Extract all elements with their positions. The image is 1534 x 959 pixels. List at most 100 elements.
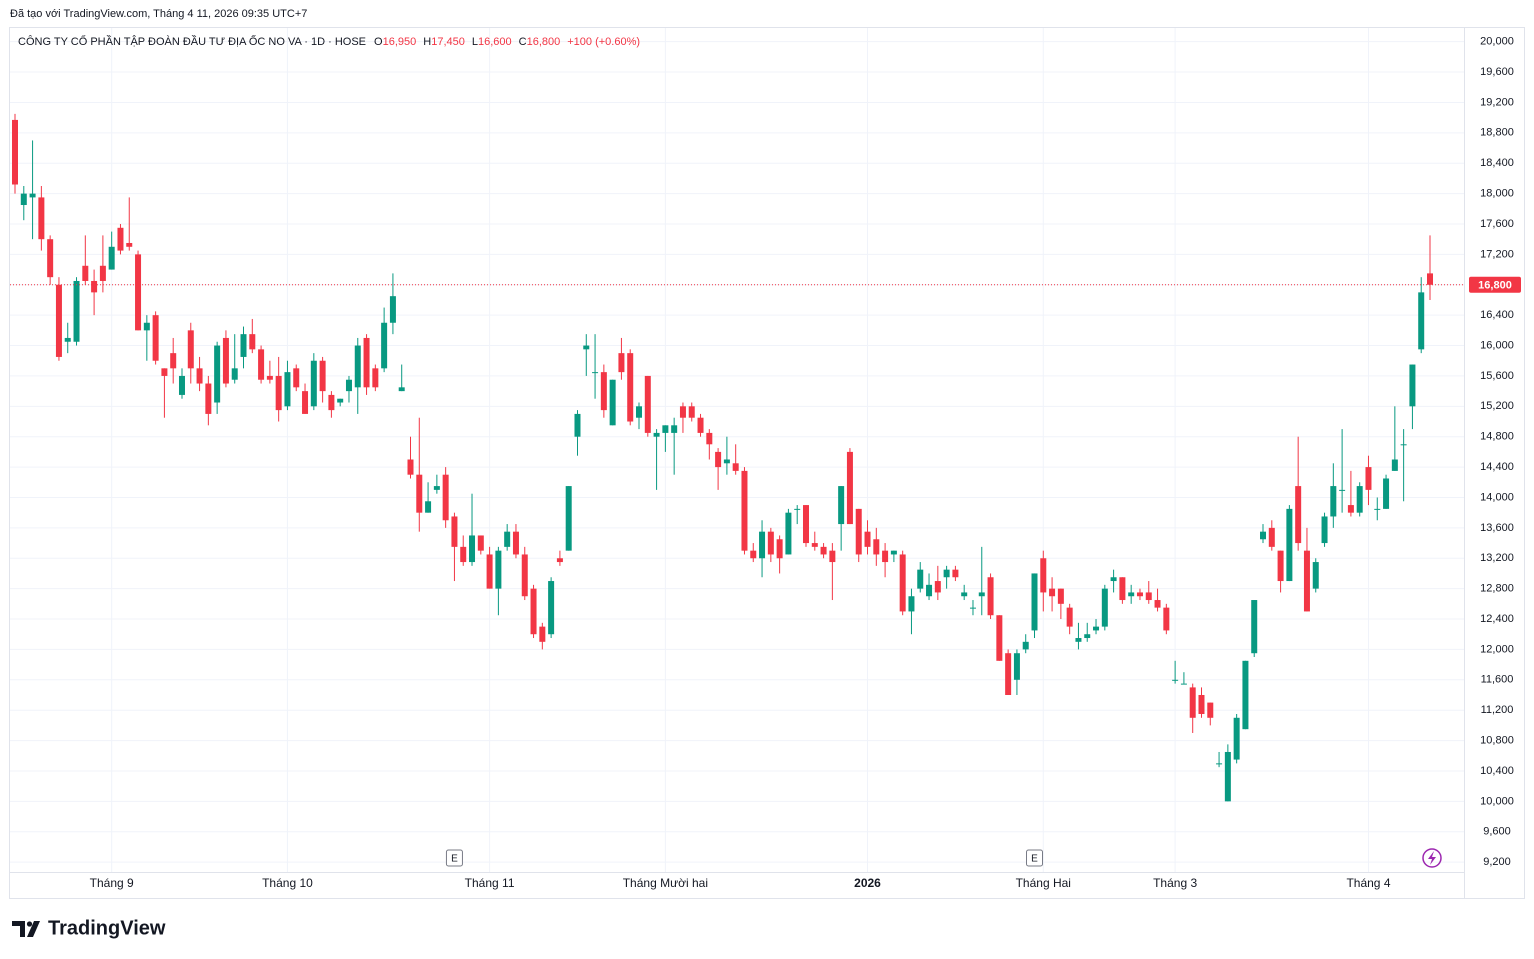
candle-body [1057, 588, 1064, 604]
candle-body [1330, 486, 1337, 517]
y-tick-label: 17,600 [1480, 218, 1514, 230]
candle-body [987, 577, 994, 616]
earnings-marker[interactable]: E [1026, 849, 1044, 867]
candle-body [961, 592, 968, 597]
candle-body [302, 391, 309, 414]
candle-body [1277, 550, 1284, 582]
candle-body [20, 193, 27, 206]
grid [10, 28, 1464, 872]
candle-body [442, 474, 449, 521]
candle-body [1022, 641, 1029, 650]
candle-body [407, 459, 414, 475]
candle-body [433, 486, 440, 490]
legend-key: L [472, 36, 478, 48]
last-price-label: 16,800 [1478, 280, 1512, 292]
y-tick-label: 14,000 [1480, 491, 1514, 503]
candle-body [820, 546, 827, 555]
y-tick-label: 12,400 [1480, 613, 1514, 625]
candle-body [328, 394, 335, 411]
y-tick-label: 18,000 [1480, 188, 1514, 200]
legend: CÔNG TY CỔ PHẦN TẬP ĐOÀN ĐẦU TƯ ĐỊA ỐC N… [18, 34, 640, 48]
candle-body [284, 372, 291, 407]
candle-body [539, 626, 546, 642]
y-tick-label: 14,800 [1480, 431, 1514, 443]
candle-body [249, 334, 256, 350]
candle-body [495, 550, 502, 589]
candle-body [723, 459, 730, 464]
candle-body [1303, 550, 1310, 612]
logo-text: TradingView [48, 917, 166, 939]
candle-body [1110, 577, 1117, 582]
earnings-marker[interactable]: E [445, 849, 463, 867]
candle-body [469, 535, 476, 563]
candle-body [416, 474, 423, 513]
candle-body [504, 531, 511, 547]
y-tick-label: 18,800 [1480, 127, 1514, 139]
x-tick-label: Tháng Mười hai [623, 876, 708, 890]
y-tick-label: 11,200 [1481, 704, 1514, 716]
candle-body [574, 413, 581, 437]
earnings-label: E [451, 854, 458, 865]
y-tick-label: 18,400 [1480, 157, 1514, 169]
candle-body [1321, 516, 1328, 544]
candle-body [592, 372, 599, 374]
candle-body [240, 334, 247, 357]
legend-value: 16,600 [478, 36, 512, 48]
candle-body [64, 337, 71, 342]
candle-body [908, 596, 915, 612]
candle-body [697, 417, 704, 433]
candle-body [530, 588, 537, 635]
candle-body [627, 353, 634, 422]
candle-body [293, 368, 300, 388]
candle-body [1233, 717, 1240, 760]
candle-body [926, 584, 933, 597]
candle-body [135, 254, 142, 331]
candle-body [706, 432, 713, 445]
candle-body [1198, 694, 1205, 714]
candle-body [1383, 478, 1390, 509]
candle-body [829, 550, 836, 563]
candle-body [609, 379, 616, 426]
candle-body [618, 353, 625, 373]
last-price-box [1469, 276, 1521, 293]
candle-body [372, 368, 379, 388]
candle-body [767, 531, 774, 555]
candle-body [1066, 607, 1073, 627]
candle-body [1031, 573, 1038, 631]
candle-body [952, 569, 959, 578]
candle-body [662, 425, 669, 433]
candle-body [1427, 273, 1433, 285]
candle-body [1224, 751, 1231, 802]
symbol: CÔNG TY CỔ PHẦN TẬP ĐOÀN ĐẦU TƯ ĐỊA ỐC N… [18, 34, 366, 48]
y-tick-label: 16,400 [1480, 309, 1514, 321]
y-tick-label: 16,000 [1480, 339, 1514, 351]
candle-body [653, 432, 660, 437]
candle-body [477, 535, 484, 551]
candle-body [873, 539, 880, 555]
candle-body [460, 546, 467, 563]
candle-body [1163, 607, 1170, 631]
candle-body [196, 368, 203, 384]
alert-icon[interactable] [1422, 848, 1442, 868]
candle-body [636, 406, 643, 418]
logo[interactable]: TradingView [12, 917, 166, 939]
candle-body [1400, 444, 1407, 446]
candle-body [1084, 634, 1091, 639]
legend-key: H [423, 36, 431, 48]
candle-body [1365, 467, 1372, 490]
candle-body [978, 592, 985, 597]
candle-body [231, 368, 238, 380]
candle-body [451, 516, 458, 547]
candle-body [91, 280, 98, 293]
candle-body [363, 337, 370, 388]
y-tick-label: 19,200 [1480, 96, 1514, 108]
earnings-box [1026, 849, 1044, 867]
candle-body [917, 569, 924, 589]
candle-body [741, 470, 748, 551]
candle-body [12, 119, 18, 185]
candle-body [1260, 531, 1267, 540]
candle-body [846, 451, 853, 525]
candle-body [275, 375, 282, 411]
x-tick-label: Tháng 3 [1153, 876, 1197, 890]
